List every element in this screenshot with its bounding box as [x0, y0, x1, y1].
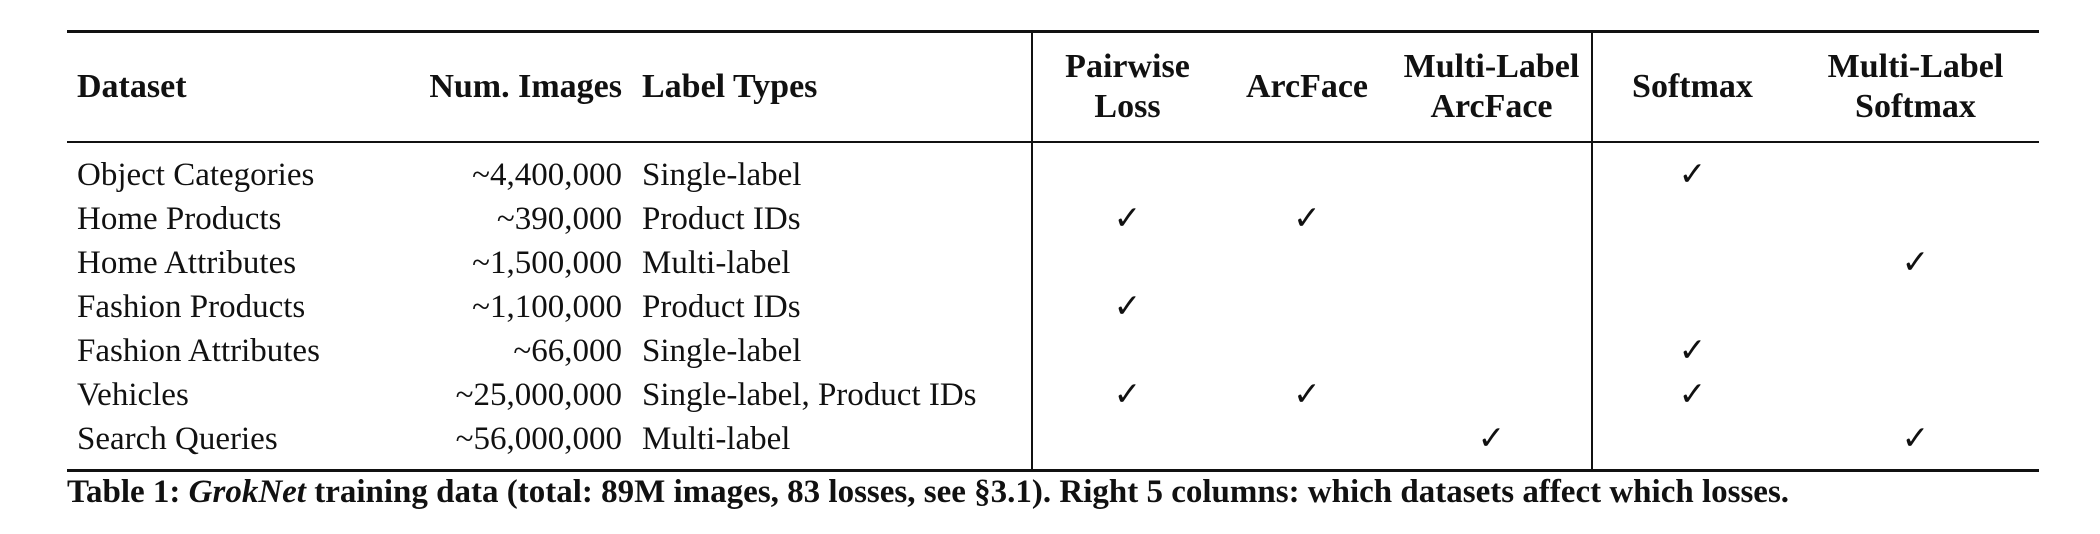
cell-multi-label-arcface: ✓: [1477, 420, 1506, 457]
table-row: Home Products ~390,000 Product IDs ✓ ✓: [67, 197, 2039, 241]
cell-multi-label-arcface: [1392, 329, 1592, 373]
cell-multi-label-softmax: [1792, 329, 2039, 373]
cell-multi-label-arcface: [1392, 285, 1592, 329]
header-label-types: Label Types: [642, 68, 818, 105]
header-mlarcface-line2: ArcFace: [1430, 88, 1553, 125]
table-row: Search Queries ~56,000,000 Multi-label ✓ ✓: [67, 417, 2039, 471]
cell-multi-label-softmax: [1792, 373, 2039, 417]
header-pairwise-line1: Pairwise: [1065, 48, 1190, 85]
cell-softmax: [1591, 241, 1792, 285]
cell-label-types: Product IDs: [642, 288, 801, 325]
cell-pairwise-loss: ✓: [1031, 285, 1222, 329]
cell-multi-label-softmax: ✓: [1901, 420, 1930, 457]
cell-pairwise-loss: ✓: [1031, 373, 1222, 417]
cell-multi-label-softmax: ✓: [1901, 244, 1930, 281]
cell-softmax: [1591, 417, 1792, 471]
header-arcface: ArcFace: [1245, 68, 1369, 105]
cell-dataset: Home Products: [77, 200, 282, 237]
table-caption: Table 1: GrokNet training data (total: 8…: [67, 470, 2039, 514]
cell-arcface: ✓: [1293, 200, 1321, 237]
header-mlsoftmax-line2: Softmax: [1855, 88, 1976, 125]
cell-label-types: Multi-label: [642, 244, 791, 281]
cell-dataset: Vehicles: [77, 376, 189, 413]
header-pairwise-loss: Pairwise Loss: [1031, 31, 1222, 142]
cell-label-types: Multi-label: [642, 420, 791, 457]
cell-pairwise-loss: [1031, 142, 1222, 197]
cell-pairwise-loss: ✓: [1031, 197, 1222, 241]
cell-arcface: ✓: [1293, 376, 1321, 413]
cell-dataset: Fashion Products: [77, 288, 306, 325]
cell-pairwise-loss: [1031, 241, 1222, 285]
table-header-row: Dataset Num. Images Label Types Pairwise…: [67, 31, 2039, 143]
cell-multi-label-arcface: [1392, 241, 1592, 285]
cell-multi-label-softmax: [1792, 285, 2039, 329]
header-pairwise-line2: Loss: [1094, 88, 1161, 125]
header-num-images: Num. Images: [429, 68, 622, 105]
cell-num-images: ~1,500,000: [472, 244, 622, 281]
caption-label: Table 1:: [67, 474, 189, 510]
cell-dataset: Object Categories: [77, 156, 315, 193]
cell-multi-label-softmax: [1792, 142, 2039, 197]
cell-label-types: Single-label, Product IDs: [642, 376, 977, 413]
cell-num-images: ~4,400,000: [472, 156, 622, 193]
header-dataset: Dataset: [77, 68, 187, 105]
cell-num-images: ~1,100,000: [472, 288, 622, 325]
cell-label-types: Single-label: [642, 156, 802, 193]
cell-multi-label-arcface: [1392, 373, 1592, 417]
training-data-table: Dataset Num. Images Label Types Pairwise…: [67, 30, 2039, 472]
cell-dataset: Home Attributes: [77, 244, 297, 281]
cell-dataset: Fashion Attributes: [77, 332, 320, 369]
caption-text: training data (total: 89M images, 83 los…: [305, 474, 1790, 510]
header-multi-label-softmax: Multi-Label Softmax: [1792, 32, 2039, 143]
table-body: Object Categories ~4,400,000 Single-label ✓…: [67, 142, 2039, 471]
cell-multi-label-softmax: [1792, 197, 2039, 241]
cell-arcface: [1222, 142, 1392, 197]
cell-arcface: [1222, 417, 1392, 471]
table-row: Home Attributes ~1,500,000 Multi-label ✓: [67, 241, 2039, 285]
cell-arcface: [1222, 285, 1392, 329]
cell-num-images: ~56,000,000: [455, 420, 622, 457]
cell-label-types: Single-label: [642, 332, 802, 369]
cell-arcface: [1222, 329, 1392, 373]
cell-label-types: Product IDs: [642, 200, 801, 237]
cell-softmax: [1591, 285, 1792, 329]
caption-emphasis: GrokNet: [188, 474, 306, 510]
table-row: Vehicles ~25,000,000 Single-label, Product…: [67, 373, 2039, 417]
cell-multi-label-arcface: [1392, 142, 1592, 197]
cell-dataset: Search Queries: [77, 420, 278, 457]
cell-softmax: ✓: [1591, 329, 1792, 373]
cell-softmax: ✓: [1591, 373, 1792, 417]
cell-arcface: [1222, 241, 1392, 285]
cell-num-images: ~390,000: [496, 200, 622, 237]
cell-pairwise-loss: [1031, 329, 1222, 373]
cell-multi-label-arcface: [1392, 197, 1592, 241]
cell-softmax: [1591, 197, 1792, 241]
header-mlsoftmax-line1: Multi-Label: [1827, 48, 2004, 85]
cell-pairwise-loss: [1031, 417, 1222, 471]
table-row: Object Categories ~4,400,000 Single-label ✓: [67, 142, 2039, 197]
table-row: Fashion Products ~1,100,000 Product IDs ✓: [67, 285, 2039, 329]
cell-softmax: ✓: [1591, 142, 1792, 197]
header-multi-label-arcface: Multi-Label ArcFace: [1392, 32, 1592, 143]
header-mlarcface-line1: Multi-Label: [1403, 48, 1580, 85]
table-row: Fashion Attributes ~66,000 Single-label ✓: [67, 329, 2039, 373]
header-softmax: Softmax: [1591, 31, 1792, 142]
cell-num-images: ~25,000,000: [455, 376, 622, 413]
cell-num-images: ~66,000: [513, 332, 622, 369]
